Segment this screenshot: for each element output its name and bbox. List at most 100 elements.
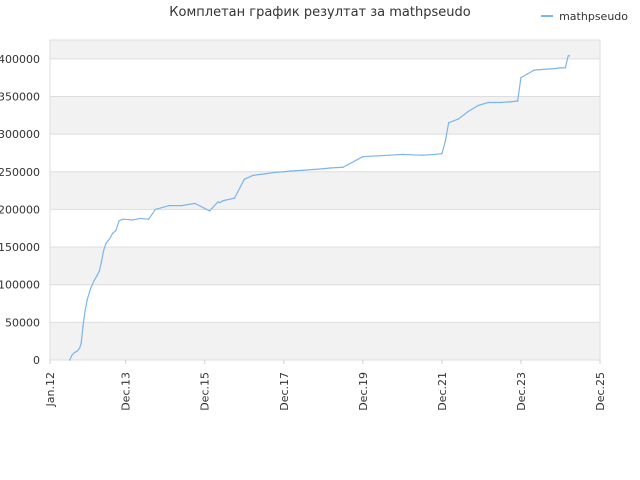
data-point: [217, 201, 219, 203]
data-point: [493, 101, 496, 104]
data-point: [302, 169, 305, 171]
data-point: [457, 118, 459, 120]
data-point: [118, 220, 120, 222]
y-tick-label: 100000: [0, 279, 40, 292]
data-point: [510, 101, 512, 103]
legend-label[interactable]: mathpseudo: [559, 9, 628, 23]
data-point: [105, 242, 107, 244]
data-point: [520, 76, 522, 79]
data-point: [516, 100, 519, 102]
data-point: [362, 156, 364, 158]
x-tick-label: Dec.25: [594, 372, 607, 411]
data-point: [263, 173, 265, 175]
x-tick-label: Dec.15: [199, 372, 212, 411]
y-tick-label: 250000: [0, 166, 40, 179]
series-layer: [68, 55, 570, 361]
data-point: [82, 325, 84, 327]
data-point: [68, 359, 71, 361]
data-point: [289, 170, 292, 172]
data-point: [84, 310, 86, 312]
legend-swatch: [541, 15, 554, 17]
data-point: [96, 274, 98, 277]
data-point: [500, 101, 502, 104]
data-point: [180, 204, 183, 207]
data-point: [401, 153, 404, 156]
data-point: [441, 152, 443, 155]
data-point: [89, 287, 92, 290]
data-point: [219, 201, 221, 204]
data-point: [167, 204, 170, 207]
series-line-mathpseudo: [69, 55, 570, 361]
data-point: [322, 168, 325, 170]
data-point: [194, 202, 196, 205]
data-point: [388, 154, 390, 156]
data-point: [208, 210, 211, 212]
legend[interactable]: mathpseudo: [541, 8, 628, 24]
x-tick-label: Jan.12: [44, 372, 57, 407]
data-point: [100, 261, 103, 263]
data-point: [147, 218, 150, 220]
data-point: [568, 55, 570, 57]
data-point: [93, 280, 95, 282]
y-band: [50, 171, 600, 210]
data-point: [131, 219, 134, 221]
chart-title: Комплетан график резултат за mathpseudo: [169, 5, 471, 20]
data-point: [108, 238, 110, 241]
x-tick-label: Dec.13: [120, 372, 133, 411]
data-point: [243, 178, 246, 180]
y-tick-label: 150000: [0, 241, 40, 254]
x-tick-label: Dec.21: [436, 372, 449, 411]
data-point: [273, 171, 275, 174]
y-band: [50, 96, 600, 135]
data-point: [115, 229, 117, 232]
data-point: [98, 270, 101, 272]
data-point: [102, 250, 105, 252]
data-point: [78, 347, 81, 349]
data-point: [251, 174, 254, 177]
data-point: [139, 217, 142, 220]
data-point: [567, 55, 569, 57]
y-band: [50, 247, 600, 285]
y-tick-label: 0: [33, 354, 40, 367]
data-point: [312, 168, 315, 171]
data-point: [86, 299, 88, 301]
data-point: [447, 122, 450, 124]
data-point: [375, 155, 377, 157]
data-point: [467, 110, 469, 113]
axis-layer: 0 50000 100000 150000 200000 250000 300000 3500…: [0, 53, 607, 411]
data-point: [154, 208, 157, 211]
grid-layer: [49, 39, 601, 361]
x-tick-label: Dec.17: [278, 372, 291, 411]
x-tick-label: Dec.23: [515, 372, 528, 411]
y-band: [50, 322, 600, 360]
y-tick-label: 300000: [0, 128, 40, 141]
data-point: [223, 199, 226, 202]
data-point: [111, 232, 114, 235]
data-point: [221, 200, 223, 202]
data-point: [526, 73, 529, 75]
data-point: [80, 342, 82, 345]
data-point: [533, 69, 535, 71]
data-point: [76, 350, 79, 352]
data-point: [421, 154, 423, 156]
y-tick-label: 200000: [0, 203, 40, 216]
data-point: [434, 153, 437, 156]
data-point: [73, 351, 76, 354]
x-tick-label: Dec.19: [357, 372, 370, 411]
data-point: [329, 167, 331, 169]
data-point: [543, 68, 545, 71]
data-point: [487, 101, 489, 104]
data-point: [559, 67, 562, 69]
y-tick-label: 400000: [0, 53, 40, 66]
data-point: [342, 166, 344, 168]
data-point: [71, 354, 73, 357]
data-point: [283, 171, 285, 173]
data-point: [122, 218, 125, 220]
y-tick-label: 50000: [5, 316, 40, 329]
data-point: [444, 140, 446, 143]
data-point: [233, 197, 236, 199]
data-point: [256, 174, 259, 176]
data-point: [553, 67, 555, 70]
